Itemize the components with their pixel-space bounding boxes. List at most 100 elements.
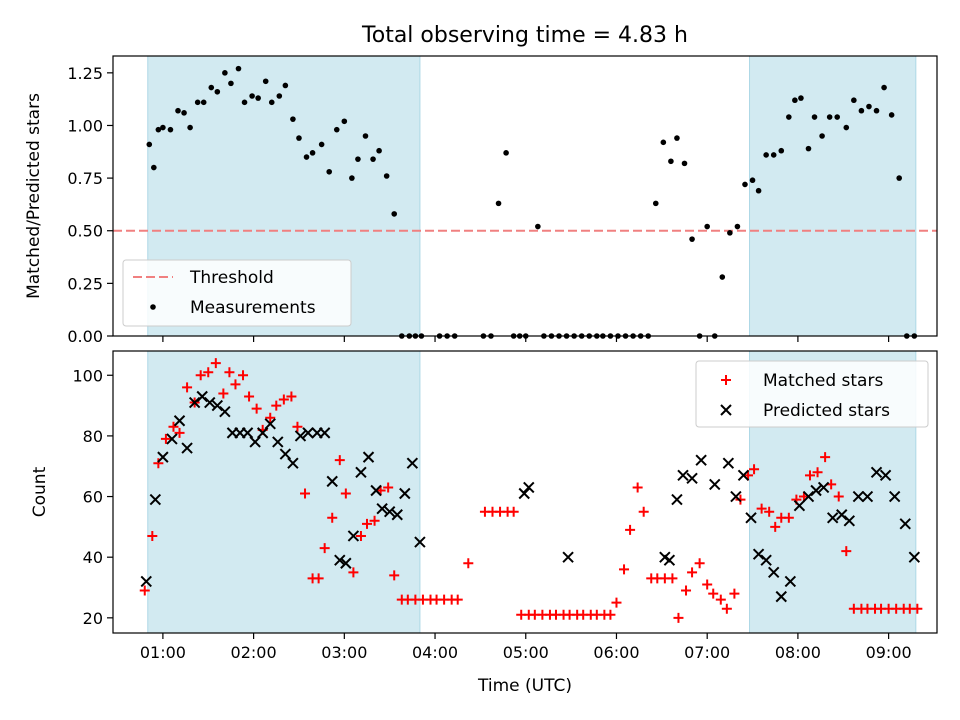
y-tick-label: 20 [83, 609, 103, 628]
x-tick-label: 05:00 [503, 643, 549, 662]
matched-star-point [694, 558, 705, 569]
matched-star-point [139, 585, 150, 596]
predicted-star-point [843, 515, 856, 527]
x-axis-label: Time (UTC) [477, 676, 572, 696]
predicted-star-point [241, 427, 254, 439]
measurement-point [282, 82, 289, 89]
predicted-star-point [376, 502, 388, 515]
measurement-point [681, 160, 688, 167]
matched-star-point [619, 564, 630, 575]
predicted-star-point [908, 551, 921, 563]
measurement-point [222, 70, 228, 76]
measurement-point [303, 154, 310, 160]
measurement-point [228, 80, 234, 87]
predicted-star-point [399, 487, 411, 500]
measurement-point [290, 116, 296, 122]
measurement-point [255, 95, 261, 101]
matched-star-point [681, 585, 692, 596]
matched-star-point [265, 412, 276, 423]
x-tick-label: 08:00 [775, 643, 821, 662]
matched-star-point [271, 400, 282, 411]
predicted-star-point [166, 433, 178, 445]
matched-star-point [812, 467, 823, 478]
predicted-star-point [326, 475, 338, 488]
predicted-star-point [826, 512, 839, 524]
measurement-point [819, 133, 825, 139]
measurement-point [873, 107, 880, 114]
measurement-point [660, 139, 667, 146]
predicted-star-point [562, 551, 574, 563]
y-axis-label: Count [30, 466, 50, 517]
predicted-star-point [745, 512, 757, 524]
predicted-star-point [722, 457, 735, 469]
predicted-star-point [272, 436, 284, 448]
measurement-point [770, 152, 777, 158]
measurement-point [333, 126, 340, 133]
y-tick-label: 60 [83, 488, 103, 507]
y-tick-label: 1.00 [67, 116, 103, 135]
matched-star-point [770, 521, 781, 532]
x-tick-label: 03:00 [321, 643, 367, 662]
matched-star-point [203, 367, 214, 378]
legend-predicted-label: Predicted stars [763, 401, 890, 421]
matched-star-point [783, 512, 794, 523]
y-axis-label: Matched/Predicted stars [24, 93, 44, 299]
matched-star-point [174, 427, 185, 438]
measurement-point [689, 236, 695, 242]
matched-star-point [224, 367, 235, 378]
predicted-star-point [752, 548, 765, 560]
predicted-star-point [149, 493, 162, 506]
legend-measurements-swatch [150, 304, 156, 310]
predicted-star-point [383, 506, 396, 518]
predicted-star-point [334, 554, 346, 566]
predicted-star-point [852, 490, 865, 503]
matched-star-point [218, 388, 229, 399]
matched-star-point [841, 546, 852, 557]
measurement-point [175, 107, 181, 114]
legend-predicted-swatch [720, 404, 732, 416]
matched-star-point [168, 421, 179, 432]
matched-star-point [764, 506, 775, 517]
axes-frame [112, 350, 938, 634]
matched-star-point [452, 594, 463, 605]
predicted-star-point [157, 451, 169, 463]
predicted-star-point [836, 509, 848, 521]
predicted-star-point [879, 469, 892, 482]
predicted-star-point [888, 490, 901, 503]
matched-star-point [313, 573, 324, 584]
matched-star-point [729, 588, 740, 599]
predicted-star-point [671, 493, 683, 506]
axes-frame [112, 55, 938, 337]
predicted-star-point [249, 436, 261, 448]
predicted-star-point [414, 536, 426, 548]
legend-matched-label: Matched stars [763, 371, 883, 391]
measurement-point [318, 141, 325, 148]
predicted-star-point [340, 557, 352, 569]
predicted-star-point [810, 484, 822, 497]
measurement-point [155, 126, 162, 133]
matched-star-point [383, 482, 394, 493]
matched-star-point [667, 573, 678, 584]
predicted-star-point [775, 590, 787, 603]
measurement-point [326, 168, 333, 175]
measurement-point [241, 99, 248, 106]
measurement-point [881, 84, 887, 91]
measurement-point [798, 95, 804, 101]
y-tick-label: 1.25 [67, 64, 103, 83]
predicted-star-point [211, 399, 224, 412]
matched-star-point [673, 612, 684, 623]
measurement-point [652, 200, 659, 207]
y-tick-label: 80 [83, 427, 103, 446]
legend-measurements-label: Measurements [190, 298, 316, 318]
measurement-point [262, 78, 269, 85]
predicted-star-point [181, 442, 193, 454]
bottom-panel: 20 40 60 80 100 01:00 02:00 03:00 04:00 05:00 06:0… [30, 350, 938, 662]
measurement-point [503, 150, 509, 156]
measurement-point [194, 99, 201, 106]
y-tick-label: 40 [83, 548, 103, 567]
y-tick-label: 0.75 [67, 169, 103, 188]
matched-star-point [625, 524, 636, 535]
measurement-point [843, 124, 850, 131]
measurement-point [727, 230, 733, 236]
matched-star-point [638, 506, 649, 517]
